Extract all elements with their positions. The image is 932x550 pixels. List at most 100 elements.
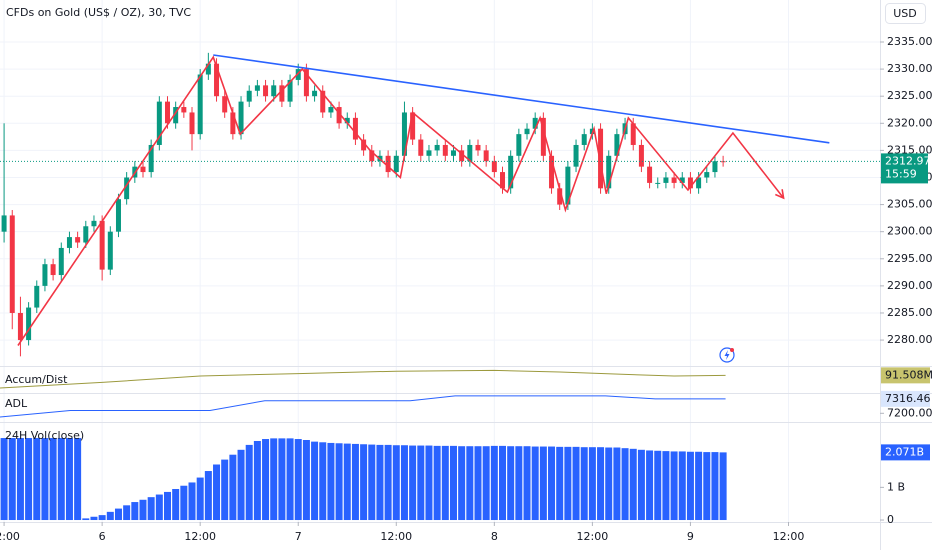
candle-body	[246, 90, 252, 102]
alert-icon-dot[interactable]	[730, 348, 734, 352]
volume-bar	[580, 447, 588, 521]
volume-bar	[74, 438, 82, 521]
candle-body	[516, 134, 522, 156]
candle-body	[156, 101, 162, 145]
indicator-value-label: 91.508M	[885, 368, 932, 381]
volume-bar	[8, 438, 16, 521]
volume-bar	[106, 511, 114, 521]
volume-bar	[629, 448, 637, 521]
indicator-name: ADL	[5, 397, 28, 410]
volume-bar	[180, 485, 188, 521]
candle-body	[107, 231, 113, 270]
volume-bar	[172, 488, 180, 521]
candle-body	[401, 112, 407, 156]
candle-body	[410, 112, 416, 140]
indicator-line	[0, 395, 726, 418]
candle-body	[500, 172, 506, 189]
volume-bar	[662, 451, 670, 521]
volume-bar	[123, 505, 131, 521]
candle-body	[165, 101, 171, 124]
volume-bar	[98, 515, 106, 521]
candle-body	[638, 144, 644, 167]
volume-bar	[114, 508, 122, 521]
volume-bar	[131, 502, 139, 521]
indicator-value-label: 2.071B	[885, 445, 924, 458]
y-tick-label: 2290.00	[887, 279, 932, 292]
x-tick-label: 6	[99, 530, 106, 543]
volume-bar	[245, 444, 253, 521]
candle-body	[581, 134, 587, 145]
candle-body	[385, 155, 391, 173]
volume-bar	[564, 446, 572, 521]
volume-bar	[384, 444, 392, 521]
y-tick-label: 2315.00	[887, 143, 932, 156]
volume-bar	[65, 438, 73, 521]
candle-body	[524, 128, 530, 135]
volume-bar	[392, 445, 400, 521]
volume-bar	[286, 438, 294, 521]
candle-body	[42, 264, 48, 286]
volume-bar	[262, 439, 270, 521]
x-tick-label: 7	[295, 530, 302, 543]
candle-body	[606, 155, 612, 189]
candle-body	[655, 182, 661, 184]
candle-body	[393, 155, 399, 173]
volume-bar	[204, 471, 212, 521]
y-tick-label: 2320.00	[887, 116, 932, 129]
y-tick-label: 2305.00	[887, 198, 932, 211]
candle-body	[598, 128, 604, 189]
volume-bar	[164, 491, 172, 521]
drawing-line	[17, 55, 785, 346]
volume-bar	[458, 446, 466, 521]
volume-bar	[670, 451, 678, 521]
candle-body	[205, 63, 211, 75]
volume-bar	[499, 445, 507, 521]
candle-body	[263, 85, 269, 97]
x-tick-label: 12:00	[184, 530, 216, 543]
candle-body	[115, 199, 121, 232]
candle-body	[173, 107, 179, 124]
y-tick-label: 2330.00	[887, 62, 932, 75]
countdown-label: 15:59	[885, 167, 917, 180]
currency-button[interactable]	[885, 3, 926, 24]
candle-body	[99, 220, 105, 270]
volume-bar	[466, 446, 474, 521]
volume-bar	[400, 445, 408, 521]
candle-body	[230, 112, 236, 135]
indicator-value-box	[881, 444, 930, 461]
candle-body	[573, 144, 579, 167]
candle-body	[124, 177, 130, 200]
candle-body	[303, 69, 309, 97]
alert-icon-bolt[interactable]	[724, 350, 730, 360]
volume-bar	[213, 464, 221, 521]
y-tick-label: 2325.00	[887, 89, 932, 102]
candle-body	[320, 90, 326, 113]
candle-body	[344, 117, 350, 124]
candle-body	[1, 215, 7, 232]
y-tick-label: 2280.00	[887, 333, 932, 346]
indicator-line	[0, 369, 726, 389]
alert-icon[interactable]	[719, 347, 735, 363]
volume-bar	[507, 446, 515, 521]
candle-body	[663, 177, 669, 183]
candle-body	[17, 312, 23, 341]
volume-bar	[139, 499, 147, 521]
candle-body	[565, 166, 571, 205]
candle-body	[238, 101, 244, 135]
volume-bar	[482, 446, 490, 521]
candle-body	[328, 107, 334, 113]
candle-body	[491, 161, 497, 173]
x-tick-label: 12:00	[773, 530, 805, 543]
candle-body	[91, 220, 97, 227]
volume-bar	[515, 446, 523, 521]
volume-bar	[360, 444, 368, 521]
y-tick-label: 0	[887, 513, 894, 526]
candle-body	[58, 247, 64, 276]
candle-body	[614, 134, 620, 156]
candle-body	[450, 150, 456, 156]
candle-body	[557, 188, 563, 205]
currency-label[interactable]: USD	[893, 7, 917, 20]
candle-body	[34, 285, 40, 308]
